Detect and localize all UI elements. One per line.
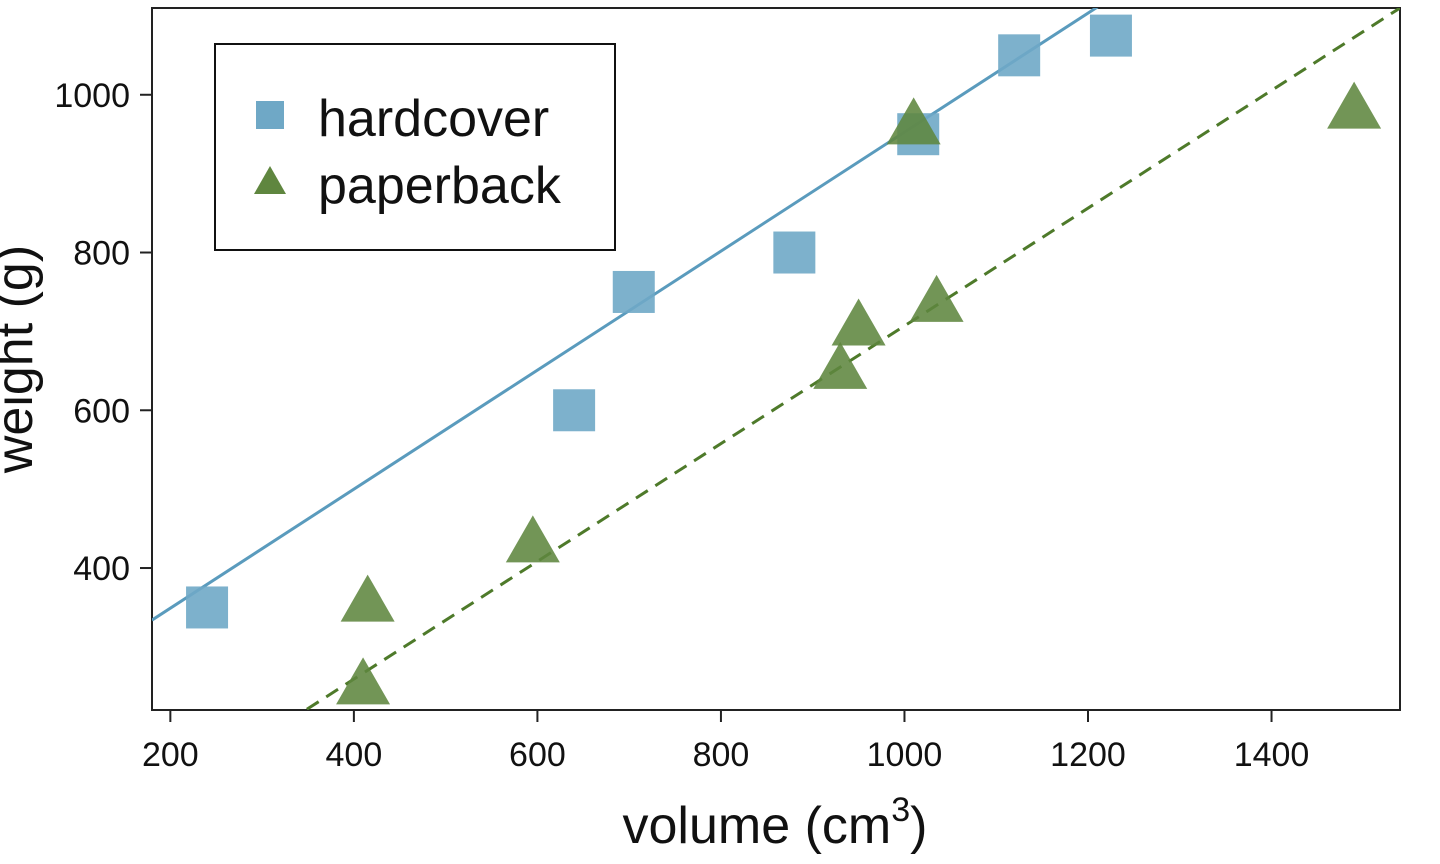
- hardcover-point: [612, 270, 655, 313]
- y-axis-title: weight (g): [0, 245, 44, 474]
- fit-lines: [152, 8, 1400, 710]
- paperback-point: [813, 341, 868, 389]
- y-tick-label: 600: [73, 392, 130, 430]
- paperback-point: [831, 298, 886, 346]
- paperback-point: [909, 274, 964, 322]
- x-axis-title: volume (cm3): [623, 791, 928, 855]
- legend-box: [214, 43, 616, 251]
- x-tick-label: 600: [509, 736, 566, 774]
- x-tick-label: 1200: [1050, 736, 1126, 774]
- y-tick-label: 1000: [54, 77, 130, 115]
- hardcover-point: [998, 34, 1041, 77]
- x-tick-label: 200: [142, 736, 199, 774]
- paperback-fit-line: [302, 8, 1400, 710]
- legend: hardcover paperback: [214, 43, 616, 251]
- hardcover-fit-line: [152, 8, 1099, 622]
- y-tick-label: 400: [73, 550, 130, 588]
- legend-paperback-marker: [254, 166, 286, 194]
- x-tick-label: 400: [326, 736, 383, 774]
- legend-hardcover-label: hardcover: [318, 90, 549, 148]
- hardcover-point: [773, 231, 816, 274]
- x-tick-label: 800: [693, 736, 750, 774]
- paperback-point: [886, 97, 941, 145]
- legend-paperback-label: paperback: [318, 157, 562, 215]
- x-axis-title-close: ): [910, 797, 927, 855]
- paperback-point: [336, 657, 391, 705]
- x-tick-label: 1000: [867, 736, 943, 774]
- data-points: [186, 14, 1382, 705]
- x-tick-label: 1400: [1234, 736, 1310, 774]
- hardcover-point: [186, 586, 229, 629]
- y-tick-label: 800: [73, 235, 130, 273]
- paperback-point: [1327, 81, 1382, 129]
- hardcover-point: [1089, 14, 1132, 57]
- paperback-point: [340, 574, 395, 622]
- y-axis: 400 600 800 1000: [54, 77, 152, 588]
- x-axis-title-superscript: 3: [891, 791, 910, 829]
- hardcover-point: [553, 389, 596, 432]
- legend-hardcover-marker: [256, 101, 284, 129]
- x-axis: 200 400 600 800 1000 1200 1400: [142, 710, 1309, 774]
- x-axis-title-main: volume (cm: [623, 797, 892, 855]
- paperback-point: [505, 515, 560, 563]
